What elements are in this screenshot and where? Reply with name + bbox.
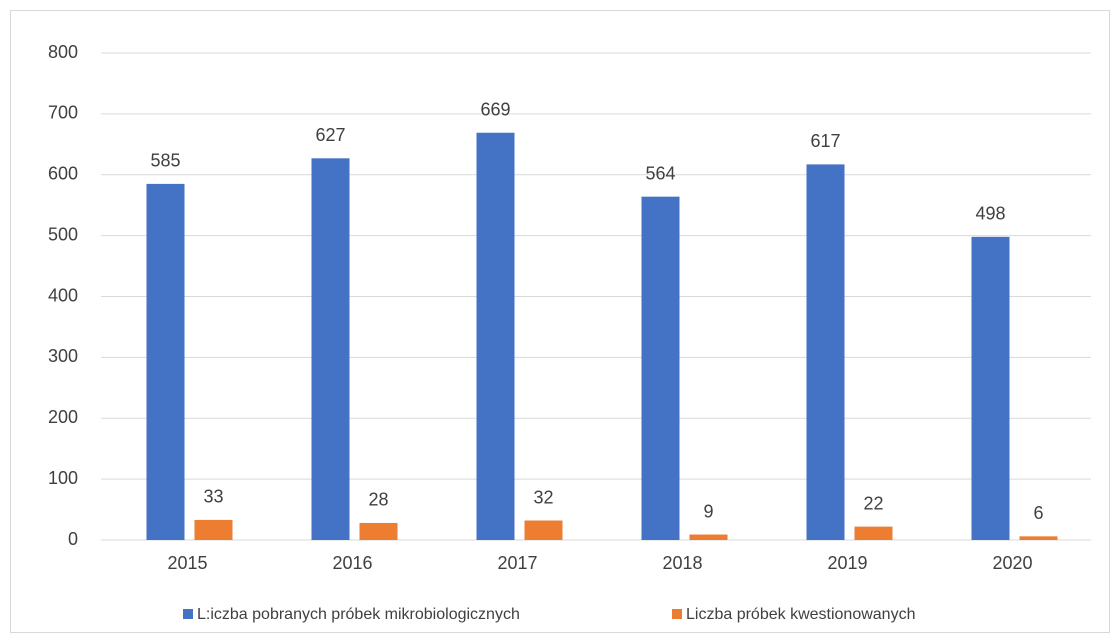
x-tick-label: 2018 <box>662 553 702 573</box>
bar <box>311 158 350 540</box>
data-label: 627 <box>315 125 345 145</box>
bar <box>476 132 515 540</box>
x-tick-label: 2020 <box>992 553 1032 573</box>
legend-swatch <box>672 609 682 619</box>
data-label: 9 <box>703 501 713 521</box>
data-label: 564 <box>645 163 675 183</box>
x-tick-label: 2016 <box>332 553 372 573</box>
y-tick-label: 600 <box>48 164 78 184</box>
x-tick-label: 2019 <box>827 553 867 573</box>
data-label: 22 <box>863 493 883 513</box>
bar <box>689 534 728 540</box>
data-label: 6 <box>1033 503 1043 523</box>
bar <box>641 196 680 541</box>
bar <box>359 522 398 540</box>
legend-swatch <box>183 609 193 619</box>
y-tick-label: 300 <box>48 346 78 366</box>
y-tick-label: 0 <box>68 529 78 549</box>
bar <box>1019 536 1058 540</box>
data-label: 33 <box>203 487 223 507</box>
x-tick-label: 2017 <box>497 553 537 573</box>
y-tick-label: 700 <box>48 103 78 123</box>
y-tick-label: 100 <box>48 468 78 488</box>
legend-label: Liczba próbek kwestionowanych <box>686 606 915 623</box>
data-label: 617 <box>810 131 840 151</box>
bar <box>854 526 893 540</box>
data-label: 498 <box>975 204 1005 224</box>
x-tick-label: 2015 <box>167 553 207 573</box>
data-label: 32 <box>533 487 553 507</box>
y-tick-label: 800 <box>48 42 78 62</box>
bar <box>971 236 1010 540</box>
y-tick-label: 500 <box>48 224 78 244</box>
y-tick-label: 400 <box>48 285 78 305</box>
data-label: 669 <box>480 99 510 119</box>
bar <box>806 164 845 540</box>
data-label: 585 <box>150 151 180 171</box>
bar <box>146 183 185 540</box>
bar <box>194 519 233 540</box>
y-tick-label: 200 <box>48 407 78 427</box>
data-label: 28 <box>368 490 388 510</box>
legend-label: L:iczba pobranych próbek mikrobiologiczn… <box>197 606 520 623</box>
bar <box>524 520 563 540</box>
